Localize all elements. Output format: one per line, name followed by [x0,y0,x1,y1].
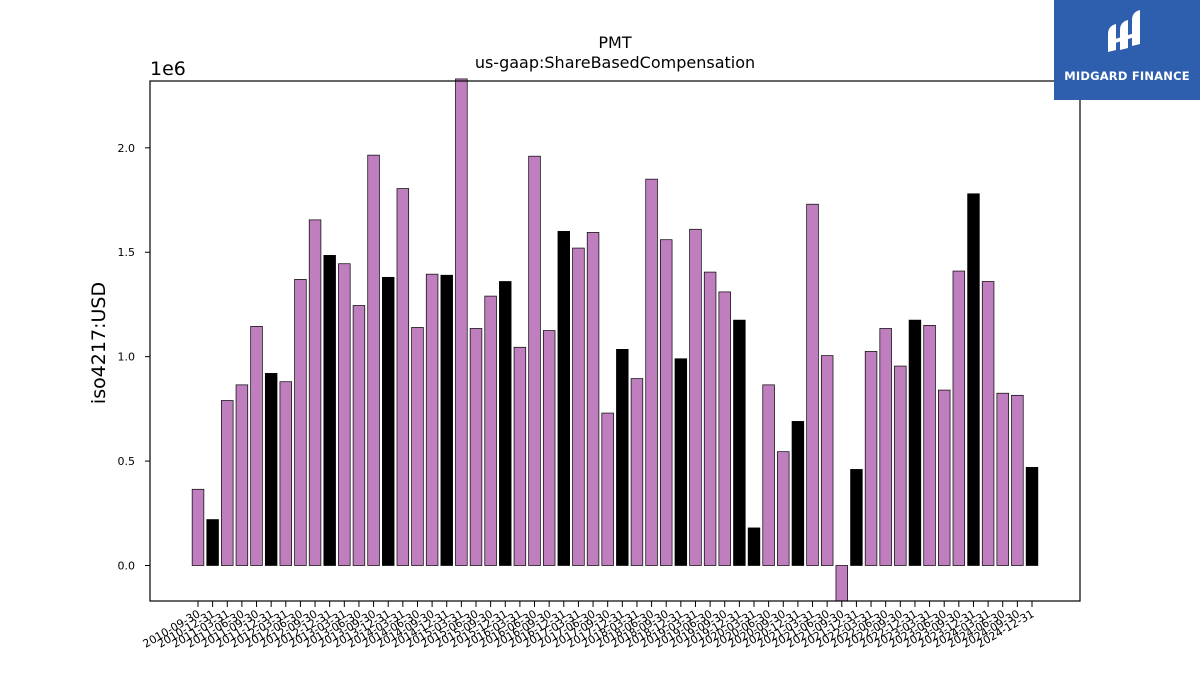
bar-2024-06-30 [996,392,1009,566]
bar-2018-12-31 [674,358,688,566]
bar-2021-03-31 [806,203,819,566]
bar-2020-06-30 [762,384,775,566]
bar-2014-09-30 [425,273,439,566]
y-offset-label: 1e6 [150,58,186,80]
bar-2019-12-31 [733,319,746,566]
bar-2021-12-31 [850,469,863,566]
y-tick-label: 0.5 [118,455,136,468]
bar-2017-03-31 [572,247,585,566]
bar-2012-12-31 [323,255,336,566]
bar-2014-12-31 [440,274,453,566]
bar-2022-06-30 [879,328,892,566]
bar-2022-03-31 [864,351,878,566]
bar-2015-12-31 [499,281,512,566]
y-tick-label: 2.0 [118,142,136,155]
bar-2012-09-30 [308,219,322,566]
bar-2013-09-30 [367,154,380,566]
bar-2019-06-30 [703,271,717,566]
brand-name: MIDGARD FINANCE [1064,69,1190,83]
bar-2010-12-31 [206,519,219,566]
y-axis-label: iso4217:USD [88,282,110,404]
bar-2017-06-30 [586,232,600,566]
bar-2022-09-30 [894,365,907,566]
bar-2018-06-30 [645,178,658,566]
bar-2014-03-31 [396,188,410,566]
bar-2015-09-30 [484,295,497,566]
bar-2017-09-30 [601,412,614,566]
bar-2012-03-31 [279,381,293,566]
bar-2019-03-31 [689,228,702,566]
bar-2011-03-31 [221,400,234,566]
bar-2023-03-31 [923,324,936,566]
bar-2016-06-30 [528,155,541,566]
bar-2011-12-31 [264,373,278,566]
y-tick-label: 1.0 [118,351,136,364]
bar-2020-09-30 [777,451,790,566]
bar-2016-12-31 [557,231,571,566]
bar-2014-06-30 [411,327,424,566]
brand-logo: MIDGARD FINANCE [1054,0,1200,100]
bar-2021-09-30 [835,565,849,602]
bar-2023-09-30 [952,270,966,566]
bar-2012-06-30 [294,279,307,566]
midgard-logo-icon [1108,10,1140,52]
y-tick-label: 1.5 [118,246,136,259]
bar-2024-12-31 [1025,467,1039,566]
bar-2016-09-30 [542,330,556,566]
bar-2015-03-31 [455,78,468,566]
bar-2015-06-30 [469,328,483,566]
bar-2018-03-31 [630,378,644,566]
bar-2016-03-31 [513,346,527,566]
chart-subtitle: us-gaap:ShareBasedCompensation [475,53,755,72]
bar-2013-12-31 [382,276,395,566]
bar-2017-12-31 [616,349,629,566]
bar-2023-06-30 [938,389,951,566]
y-tick-label: 0.0 [118,559,136,572]
bar-2021-06-30 [820,355,834,566]
bar-2024-09-30 [1011,394,1024,566]
bar-2020-12-31 [791,421,805,566]
plot-frame [149,80,1081,602]
bar-2020-03-31 [747,527,761,566]
bar-2022-12-31 [908,319,922,566]
chart-title: PMT [598,33,631,52]
bar-2019-09-30 [718,291,731,566]
bar-2018-09-30 [660,239,673,566]
bar-2024-03-31 [981,281,995,566]
bar-2011-06-30 [235,384,249,566]
bar-2010-09-30 [191,488,205,566]
bar-2013-06-30 [352,305,366,566]
bar-2023-12-31 [967,193,980,566]
bar-2013-03-31 [338,263,351,566]
bar-2011-09-30 [250,326,263,566]
